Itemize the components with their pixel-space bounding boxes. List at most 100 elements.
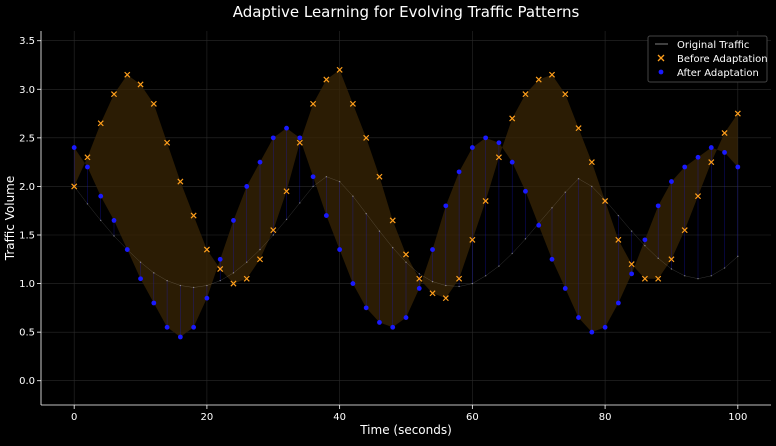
before-adaptation-marker-stroke xyxy=(469,236,476,243)
before-adaptation-point xyxy=(694,193,702,200)
before-adaptation-point xyxy=(150,100,157,107)
before-adaptation-point xyxy=(535,76,542,83)
x-tick-label: 20 xyxy=(201,412,214,423)
before-adaptation-point xyxy=(203,246,210,253)
before-adaptation-marker-stroke xyxy=(84,154,91,161)
before-adaptation-point xyxy=(376,173,383,180)
before-adaptation-point xyxy=(97,120,104,127)
original-traffic-point xyxy=(670,268,673,270)
before-adaptation-marker-stroke xyxy=(363,134,370,141)
original-traffic-point xyxy=(458,285,460,288)
y-tick-label: 2.0 xyxy=(19,182,35,193)
after-adaptation-point xyxy=(456,169,462,175)
before-adaptation-marker-stroke xyxy=(721,129,728,137)
original-traffic-point xyxy=(484,275,487,277)
original-traffic-point xyxy=(710,275,712,277)
before-adaptation-point xyxy=(615,236,622,243)
before-adaptation-marker-stroke xyxy=(190,212,197,219)
original-traffic-point xyxy=(684,275,686,277)
after-adaptation-point xyxy=(244,184,250,189)
after-adaptation-point xyxy=(71,145,77,150)
before-adaptation-marker-stroke xyxy=(668,256,675,263)
before-adaptation-point xyxy=(296,139,303,146)
original-traffic-point xyxy=(100,219,102,222)
fill-between-band xyxy=(74,69,738,338)
after-adaptation-point xyxy=(443,203,449,209)
before-adaptation-point xyxy=(628,261,635,268)
after-adaptation-point xyxy=(111,218,117,223)
before-adaptation-point xyxy=(323,76,330,83)
original-traffic-point xyxy=(577,177,580,180)
original-traffic-point xyxy=(352,195,354,197)
before-adaptation-point xyxy=(668,256,675,263)
before-adaptation-point xyxy=(456,275,463,282)
original-traffic-point xyxy=(219,279,221,282)
before-adaptation-marker-stroke xyxy=(588,159,595,166)
after-adaptation-point xyxy=(562,286,568,291)
before-adaptation-point xyxy=(349,100,356,107)
x-tick-label: 60 xyxy=(466,412,479,423)
before-adaptation-point xyxy=(655,275,662,282)
before-adaptation-point xyxy=(110,91,118,98)
before-adaptation-marker-stroke xyxy=(628,261,635,268)
before-adaptation-marker-stroke xyxy=(336,66,343,73)
x-tick-label: 80 xyxy=(599,412,612,423)
after-adaptation-point xyxy=(98,193,104,199)
before-adaptation-marker-stroke xyxy=(97,120,104,127)
series-layer xyxy=(71,66,741,340)
after-adaptation-point xyxy=(589,329,595,335)
y-tick-label: 2.5 xyxy=(19,133,35,144)
before-adaptation-marker-stroke xyxy=(217,265,224,273)
before-adaptation-marker-stroke xyxy=(641,275,648,282)
after-adaptation-point xyxy=(191,324,197,330)
original-traffic-point xyxy=(591,185,593,188)
original-traffic-point xyxy=(723,267,726,269)
after-adaptation-point xyxy=(430,247,435,252)
before-adaptation-marker-stroke xyxy=(535,76,542,83)
legend-label-after-adaptation: After Adaptation xyxy=(677,68,759,79)
before-adaptation-point xyxy=(71,183,78,190)
x-tick-label: 100 xyxy=(728,412,747,423)
after-adaptation-point xyxy=(363,305,369,311)
original-traffic-point xyxy=(405,261,407,263)
after-adaptation-point xyxy=(217,256,223,262)
legend-marker-after-adaptation xyxy=(658,69,664,75)
original-traffic-point xyxy=(338,180,341,183)
before-adaptation-point xyxy=(177,178,184,185)
after-adaptation-point xyxy=(403,315,409,320)
original-traffic-point xyxy=(285,218,288,221)
before-adaptation-marker-stroke xyxy=(681,227,688,234)
original-traffic-point xyxy=(617,214,620,217)
before-adaptation-point xyxy=(522,91,529,98)
original-traffic-point xyxy=(325,176,328,178)
after-adaptation-point xyxy=(695,154,701,160)
before-adaptation-point xyxy=(190,212,197,219)
original-traffic-point xyxy=(378,230,381,232)
before-adaptation-marker-stroke xyxy=(349,100,356,107)
after-adaptation-point xyxy=(85,164,90,170)
before-adaptation-point xyxy=(681,227,688,234)
after-adaptation-point xyxy=(576,315,581,320)
after-adaptation-point xyxy=(337,247,343,252)
before-adaptation-marker-stroke xyxy=(442,295,449,302)
before-adaptation-marker-stroke xyxy=(548,71,556,78)
after-adaptation-point xyxy=(735,164,741,170)
before-adaptation-marker-stroke xyxy=(71,183,78,190)
original-traffic-point xyxy=(551,207,553,209)
before-adaptation-point xyxy=(389,217,396,224)
chart-title: Adaptive Learning for Evolving Traffic P… xyxy=(233,3,580,21)
legend: Original Traffic Before Adaptation After… xyxy=(647,35,768,83)
after-adaptation-point xyxy=(469,145,475,150)
legend-box xyxy=(647,35,768,83)
before-adaptation-point xyxy=(482,197,489,205)
before-adaptation-marker-stroke xyxy=(562,91,569,98)
before-adaptation-point xyxy=(575,125,582,132)
original-traffic-point xyxy=(524,238,527,240)
before-adaptation-marker-stroke xyxy=(416,275,423,282)
before-adaptation-marker-stroke xyxy=(694,193,702,200)
original-traffic-point xyxy=(498,265,500,267)
before-adaptation-point xyxy=(363,134,370,141)
before-adaptation-point xyxy=(164,139,171,146)
after-adaptation-point xyxy=(642,237,648,243)
original-traffic-point xyxy=(299,202,301,204)
